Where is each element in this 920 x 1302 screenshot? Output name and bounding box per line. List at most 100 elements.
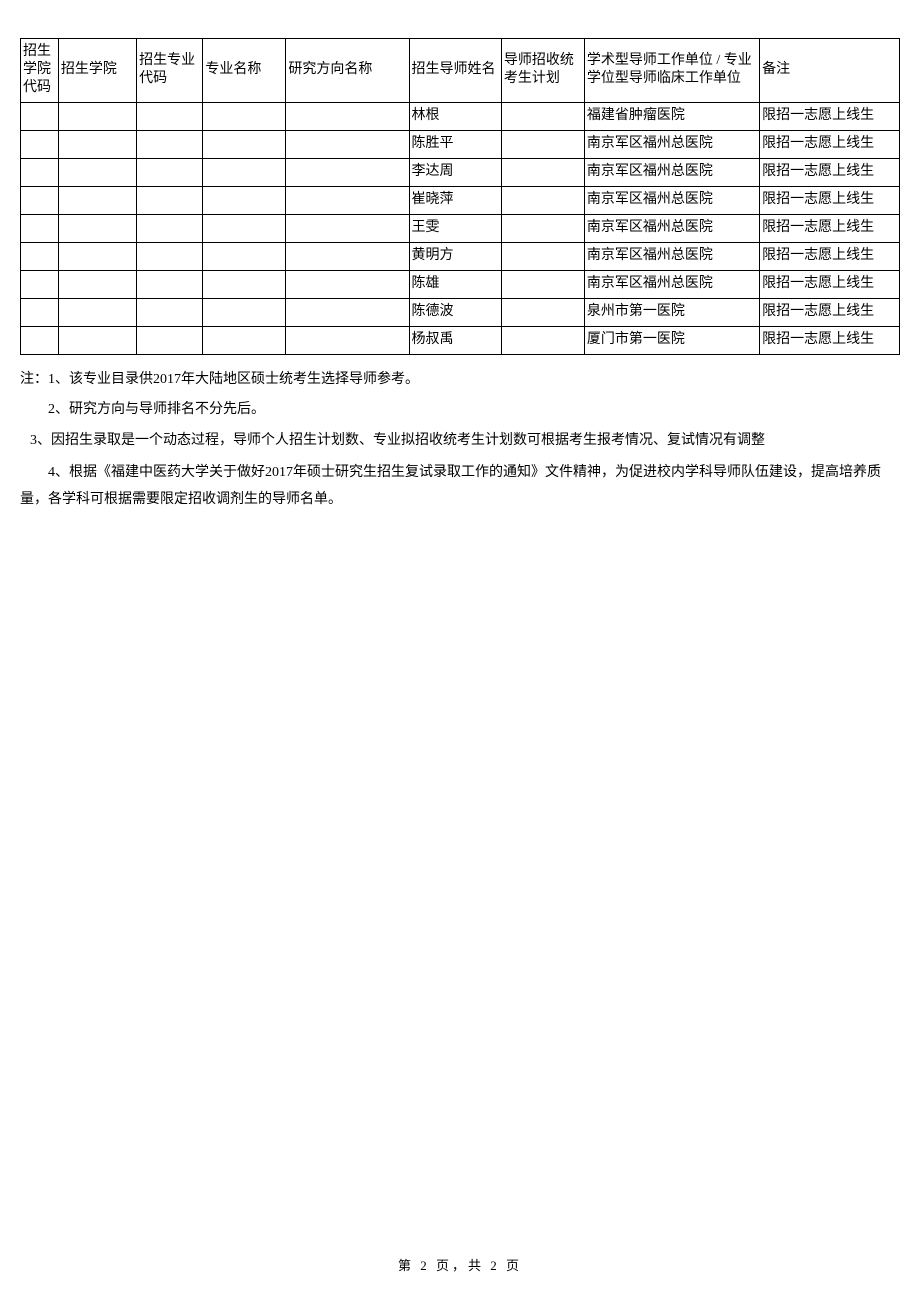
table-header-row: 招生学院代码 招生学院 招生专业代码 专业名称 研究方向名称 招生导师姓名 导师… bbox=[21, 39, 900, 103]
table-cell: 限招一志愿上线生 bbox=[760, 102, 900, 130]
table-cell: 限招一志愿上线生 bbox=[760, 242, 900, 270]
table-cell bbox=[137, 270, 203, 298]
table-cell bbox=[58, 298, 136, 326]
table-cell: 厦门市第一医院 bbox=[584, 326, 759, 354]
table-row: 黄明方 南京军区福州总医院限招一志愿上线生 bbox=[21, 242, 900, 270]
table-cell bbox=[286, 270, 409, 298]
header-plan: 导师招收统考生计划 bbox=[501, 39, 584, 103]
table-cell bbox=[501, 242, 584, 270]
table-row: 林根 福建省肿瘤医院限招一志愿上线生 bbox=[21, 102, 900, 130]
table-row: 崔晓萍 南京军区福州总医院限招一志愿上线生 bbox=[21, 186, 900, 214]
table-cell bbox=[286, 242, 409, 270]
table-cell bbox=[137, 214, 203, 242]
table-cell: 限招一志愿上线生 bbox=[760, 186, 900, 214]
table-cell: 南京军区福州总医院 bbox=[584, 186, 759, 214]
table-cell: 限招一志愿上线生 bbox=[760, 326, 900, 354]
table-cell bbox=[58, 130, 136, 158]
table-cell bbox=[58, 158, 136, 186]
table-cell: 黄明方 bbox=[409, 242, 501, 270]
table-cell bbox=[58, 326, 136, 354]
header-work-unit: 学术型导师工作单位 / 专业学位型导师临床工作单位 bbox=[584, 39, 759, 103]
note-4: 4、根据《福建中医药大学关于做好2017年硕士研究生招生复试录取工作的通知》文件… bbox=[20, 465, 881, 507]
table-cell bbox=[58, 186, 136, 214]
table-cell: 泉州市第一医院 bbox=[584, 298, 759, 326]
header-major-code: 招生专业代码 bbox=[137, 39, 203, 103]
note-2: 2、研究方向与导师排名不分先后。 bbox=[20, 397, 900, 424]
header-college: 招生学院 bbox=[58, 39, 136, 103]
table-cell bbox=[21, 158, 59, 186]
table-cell bbox=[137, 298, 203, 326]
table-body: 林根福建省肿瘤医院限招一志愿上线生陈胜平南京军区福州总医院限招一志愿上线生李达周… bbox=[21, 102, 900, 354]
table-cell bbox=[501, 298, 584, 326]
table-cell bbox=[21, 298, 59, 326]
header-remark: 备注 bbox=[760, 39, 900, 103]
table-row: 李达周南京军区福州总医院限招一志愿上线生 bbox=[21, 158, 900, 186]
table-cell bbox=[137, 102, 203, 130]
table-cell bbox=[203, 102, 286, 130]
table-cell bbox=[58, 242, 136, 270]
table-cell bbox=[21, 270, 59, 298]
table-cell: 陈德波 bbox=[409, 298, 501, 326]
advisor-table: 招生学院代码 招生学院 招生专业代码 专业名称 研究方向名称 招生导师姓名 导师… bbox=[20, 38, 900, 355]
table-cell bbox=[21, 326, 59, 354]
table-cell bbox=[137, 326, 203, 354]
table-cell bbox=[501, 158, 584, 186]
table-cell: 王雯 bbox=[409, 214, 501, 242]
table-cell bbox=[501, 186, 584, 214]
table-cell bbox=[21, 214, 59, 242]
note-3: 3、因招生录取是一个动态过程，导师个人招生计划数、专业拟招收统考生计划数可根据考… bbox=[20, 428, 900, 455]
table-cell bbox=[58, 214, 136, 242]
table-cell bbox=[501, 130, 584, 158]
table-cell: 福建省肿瘤医院 bbox=[584, 102, 759, 130]
table-cell bbox=[286, 186, 409, 214]
table-cell bbox=[286, 102, 409, 130]
table-cell: 南京军区福州总医院 bbox=[584, 214, 759, 242]
table-cell bbox=[137, 186, 203, 214]
table-cell: 限招一志愿上线生 bbox=[760, 130, 900, 158]
notes-section: 注：1、该专业目录供2017年大陆地区硕士统考生选择导师参考。 2、研究方向与导… bbox=[20, 367, 900, 514]
table-cell: 限招一志愿上线生 bbox=[760, 298, 900, 326]
table-cell bbox=[203, 186, 286, 214]
table-row: 陈雄 南京军区福州总医院限招一志愿上线生 bbox=[21, 270, 900, 298]
table-cell bbox=[203, 242, 286, 270]
table-cell bbox=[203, 298, 286, 326]
table-cell: 限招一志愿上线生 bbox=[760, 214, 900, 242]
table-cell bbox=[21, 102, 59, 130]
table-cell: 杨叔禹 bbox=[409, 326, 501, 354]
table-cell bbox=[137, 158, 203, 186]
table-cell bbox=[286, 214, 409, 242]
table-cell: 南京军区福州总医院 bbox=[584, 270, 759, 298]
header-college-code: 招生学院代码 bbox=[21, 39, 59, 103]
table-cell bbox=[21, 130, 59, 158]
table-cell bbox=[501, 326, 584, 354]
table-row: 陈德波 泉州市第一医院限招一志愿上线生 bbox=[21, 298, 900, 326]
table-cell: 崔晓萍 bbox=[409, 186, 501, 214]
header-advisor-name: 招生导师姓名 bbox=[409, 39, 501, 103]
table-cell bbox=[21, 242, 59, 270]
header-research-dir: 研究方向名称 bbox=[286, 39, 409, 103]
page-footer: 第 2 页，共 2 页 bbox=[0, 1255, 920, 1274]
table-cell bbox=[203, 158, 286, 186]
table-cell: 陈雄 bbox=[409, 270, 501, 298]
table-cell bbox=[286, 130, 409, 158]
table-cell bbox=[58, 102, 136, 130]
table-cell bbox=[286, 326, 409, 354]
table-row: 杨叔禹 厦门市第一医院限招一志愿上线生 bbox=[21, 326, 900, 354]
table-cell bbox=[286, 298, 409, 326]
table-cell: 陈胜平 bbox=[409, 130, 501, 158]
table-cell bbox=[501, 214, 584, 242]
table-cell: 限招一志愿上线生 bbox=[760, 158, 900, 186]
header-major-name: 专业名称 bbox=[203, 39, 286, 103]
table-cell bbox=[501, 102, 584, 130]
table-cell: 林根 bbox=[409, 102, 501, 130]
table-cell bbox=[203, 214, 286, 242]
table-cell: 南京军区福州总医院 bbox=[584, 242, 759, 270]
table-row: 王雯 南京军区福州总医院限招一志愿上线生 bbox=[21, 214, 900, 242]
table-cell: 限招一志愿上线生 bbox=[760, 270, 900, 298]
note-1: 注：1、该专业目录供2017年大陆地区硕士统考生选择导师参考。 bbox=[20, 367, 900, 394]
table-cell bbox=[203, 130, 286, 158]
table-cell: 南京军区福州总医院 bbox=[584, 158, 759, 186]
table-cell bbox=[286, 158, 409, 186]
table-cell bbox=[501, 270, 584, 298]
table-cell bbox=[21, 186, 59, 214]
